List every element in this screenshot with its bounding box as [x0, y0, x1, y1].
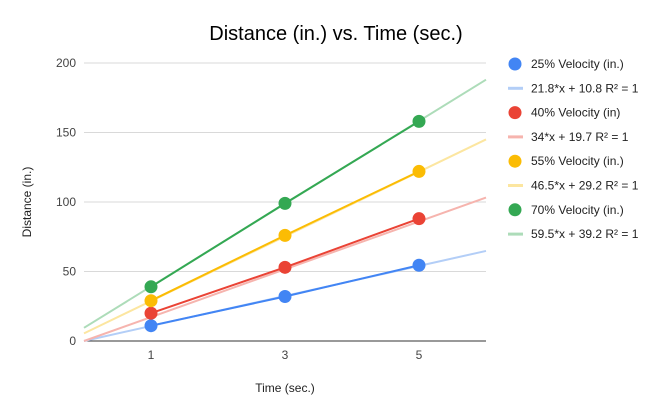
y-tick-label: 0 [69, 334, 76, 348]
data-point [144, 294, 158, 308]
data-point [144, 306, 158, 320]
data-point [412, 212, 426, 226]
data-point [412, 114, 426, 128]
x-tick-label: 3 [282, 348, 289, 362]
legend-trendline-label: 59.5*x + 39.2 R² = 1 [531, 227, 639, 241]
chart-title: Distance (in.) vs. Time (sec.) [209, 23, 462, 45]
data-point [278, 228, 292, 242]
legend-series-label: 25% Velocity (in.) [531, 57, 624, 71]
y-tick-label: 100 [56, 195, 76, 209]
x-tick-label: 1 [148, 348, 155, 362]
data-point [412, 258, 426, 272]
legend-point-marker [508, 106, 522, 120]
legend-trendline-label: 46.5*x + 29.2 R² = 1 [531, 179, 639, 193]
data-point [278, 196, 292, 210]
legend: 25% Velocity (in.) 21.8*x + 10.8 R² = 1 40… [508, 57, 639, 241]
data-point [278, 290, 292, 304]
data-point [144, 319, 158, 333]
legend-series-label: 55% Velocity (in.) [531, 154, 624, 168]
legend-series-label: 70% Velocity (in.) [531, 203, 624, 217]
data-points [144, 114, 426, 333]
y-axis-label: Distance (in.) [20, 167, 34, 238]
axis-tick-labels: 0 50 100 150 200 1 3 5 [56, 56, 423, 362]
x-tick-label: 5 [416, 348, 423, 362]
y-tick-label: 200 [56, 56, 76, 70]
legend-series-label: 40% Velocity (in) [531, 106, 620, 120]
y-tick-label: 150 [56, 126, 76, 140]
legend-point-marker [508, 154, 522, 168]
data-point [278, 260, 292, 274]
y-tick-label: 50 [63, 265, 77, 279]
legend-trendline-label: 34*x + 19.7 R² = 1 [531, 130, 629, 144]
legend-trendline-label: 21.8*x + 10.8 R² = 1 [531, 81, 639, 95]
x-axis-label: Time (sec.) [255, 381, 315, 395]
legend-point-marker [508, 57, 522, 71]
data-point [144, 280, 158, 294]
legend-point-marker [508, 203, 522, 217]
data-point [412, 164, 426, 178]
